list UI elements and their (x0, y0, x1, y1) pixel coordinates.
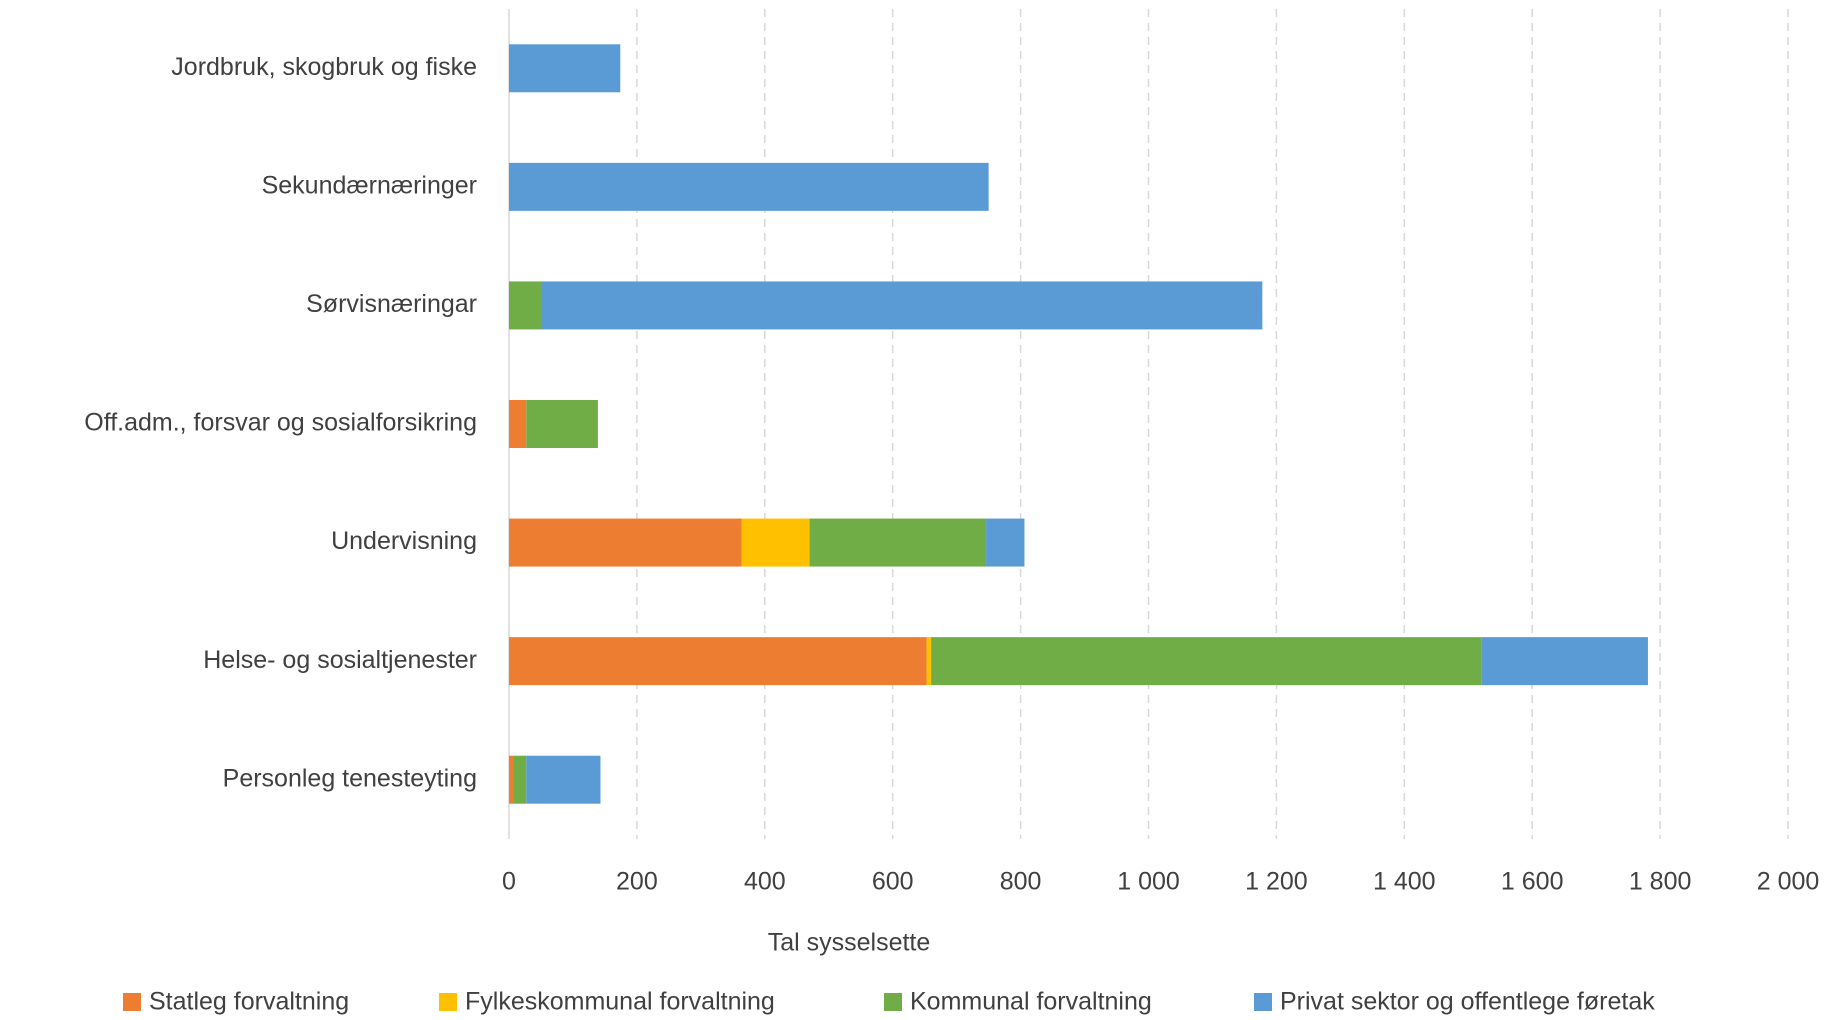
legend-swatch (439, 993, 457, 1011)
x-tick-label: 1 000 (1117, 868, 1180, 896)
legend-swatch (884, 993, 902, 1011)
bar-segment (1481, 637, 1648, 686)
x-tick-label: 2 000 (1757, 868, 1820, 896)
legend-label: Fylkeskommunal forvaltning (465, 988, 775, 1016)
x-tick-label: 800 (1000, 868, 1042, 896)
bar-segment (509, 400, 527, 448)
bar-segment (509, 637, 927, 686)
bar-segment (509, 162, 989, 211)
y-tick-label: Sørvisnæringar (306, 290, 477, 318)
bar-segment (741, 518, 810, 567)
legend-label: Privat sektor og offentlege føretak (1280, 988, 1655, 1016)
bar-segment (926, 637, 932, 686)
y-tick-label: Undervisning (331, 527, 477, 555)
bar-segment (526, 400, 598, 448)
bar-segment (526, 755, 601, 804)
legend-swatch (123, 993, 141, 1011)
bar-segment (540, 281, 1263, 330)
y-tick-label: Off.adm., forsvar og sosialforsikring (84, 409, 477, 437)
x-tick-label: 600 (872, 868, 914, 896)
legend-swatch (1254, 993, 1272, 1011)
y-tick-label: Jordbruk, skogbruk og fiske (171, 53, 477, 81)
x-tick-label: 1 400 (1373, 868, 1436, 896)
bar-segment (509, 281, 541, 330)
y-tick-label: Personleg tenesteyting (223, 764, 477, 792)
x-tick-label: 1 800 (1629, 868, 1692, 896)
y-tick-label: Sekundærnæringer (262, 171, 477, 199)
y-tick-label: Helse- og sosialtjenester (203, 646, 477, 674)
x-tick-label: 200 (616, 868, 658, 896)
bar-segment (509, 755, 514, 804)
bar-segment (986, 518, 1025, 567)
x-axis-title: Tal sysselsette (768, 929, 931, 957)
bar-segment (931, 637, 1482, 686)
legend-label: Statleg forvaltning (149, 988, 349, 1016)
bar-segment (513, 755, 527, 804)
bar-segment (509, 518, 742, 567)
x-tick-label: 1 600 (1501, 868, 1564, 896)
bar-segment (809, 518, 987, 567)
legend-label: Kommunal forvaltning (910, 988, 1152, 1016)
bar-segment (509, 44, 621, 93)
x-tick-label: 400 (744, 868, 786, 896)
x-tick-label: 1 200 (1245, 868, 1308, 896)
x-tick-label: 0 (502, 868, 516, 896)
